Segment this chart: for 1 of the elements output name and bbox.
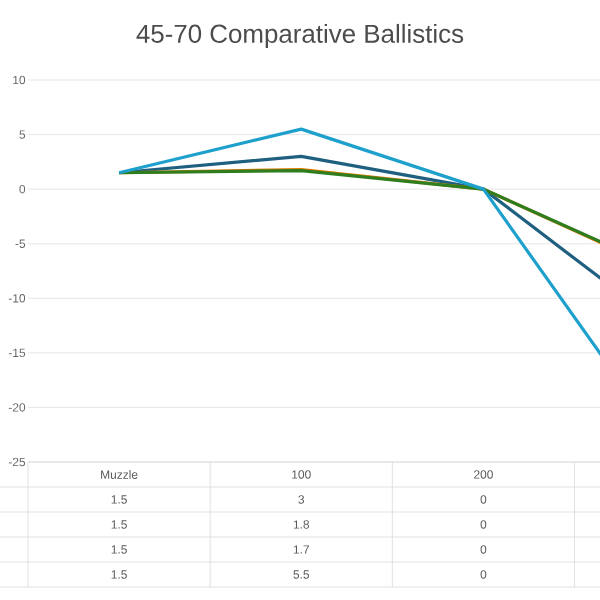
chart-title: 45-70 Comparative Ballistics (136, 23, 464, 49)
